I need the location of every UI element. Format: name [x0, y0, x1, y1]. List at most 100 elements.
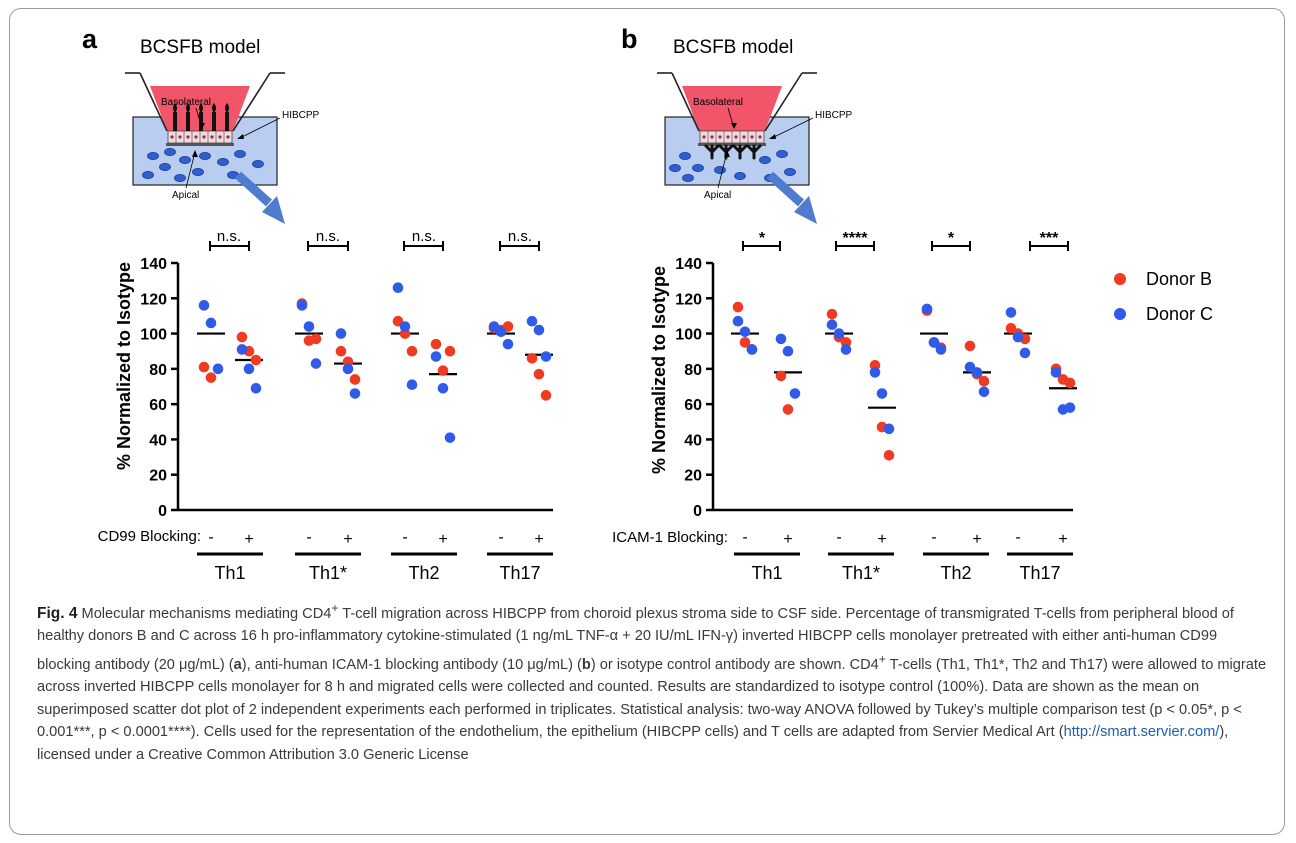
data-point: [236, 331, 248, 343]
condition-plus: +: [783, 531, 792, 548]
data-point: [243, 363, 255, 375]
data-point: [775, 333, 787, 345]
condition-row: - + - + - + - + Th1 Th1* Th2 Th17: [734, 529, 1073, 583]
flow-arrow: [234, 171, 285, 224]
panel-a: a BCSFB model: [82, 24, 553, 583]
scatter-chart-b: 0 20 40 60 80 100 120 140: [675, 256, 1077, 520]
legend-label-donor-c: Donor C: [1146, 304, 1213, 324]
data-point: [526, 315, 538, 327]
significance-label: ***: [1040, 230, 1059, 247]
data-point: [883, 450, 895, 461]
icam1-molecules: [704, 144, 762, 160]
blocking-label: ICAM-1 Blocking:: [612, 529, 728, 546]
condition-plus: +: [877, 531, 886, 548]
condition-minus: -: [402, 529, 407, 546]
y-tick-label: 0: [693, 503, 702, 520]
legend-marker-donor-b: [1114, 273, 1126, 285]
data-point: [310, 333, 322, 345]
figure-frame: [9, 8, 1285, 835]
data-point: [921, 303, 933, 315]
condition-row: - + - + - + - + Th1 Th1* Th2 Th17: [197, 529, 553, 583]
y-tick-label: 120: [675, 291, 702, 308]
y-tick-label: 140: [140, 256, 167, 273]
data-point: [978, 386, 990, 398]
data-point: [437, 365, 449, 376]
data-point: [964, 340, 976, 352]
data-point: [526, 352, 538, 364]
significance-label: n.s.: [508, 228, 532, 245]
caption-text: ), anti-human ICAM-1 blocking antibody (…: [241, 656, 582, 673]
data-point: [789, 388, 801, 399]
caption-superscript: +: [878, 651, 886, 666]
condition-plus: +: [972, 531, 981, 548]
caption-text: Molecular mechanisms mediating CD4: [77, 605, 332, 622]
caption-fig-label: Fig. 4: [37, 604, 78, 622]
y-axis-label: % Normalized to Isotype: [649, 266, 669, 474]
condition-minus: -: [1015, 529, 1020, 546]
condition-minus: -: [306, 529, 311, 546]
figure-graphic: a BCSFB model: [82, 24, 1213, 583]
y-tick-label: 60: [149, 397, 167, 414]
data-point: [198, 300, 210, 311]
caption-superscript: +: [331, 601, 339, 615]
caption-panel-ref-a: a: [233, 656, 242, 673]
servier-link[interactable]: http://smart.servier.com/: [1063, 724, 1220, 741]
significance-label: n.s.: [412, 228, 436, 245]
bcsfb-schematic: Basolateral HIBCPP Apical: [657, 72, 853, 224]
data-point: [746, 344, 758, 355]
significance-label: *: [948, 230, 955, 247]
data-point: [1005, 307, 1017, 318]
data-point: [540, 390, 552, 401]
cd99-molecules: [173, 103, 229, 131]
data-point: [437, 382, 449, 394]
condition-plus: +: [244, 531, 253, 548]
panel-letter: a: [82, 24, 98, 54]
condition-minus: -: [208, 529, 213, 546]
data-point: [1019, 347, 1031, 359]
label-hibcpp: HIBCPP: [815, 110, 853, 121]
group-label: Th1*: [842, 563, 880, 583]
data-point: [775, 370, 787, 382]
data-point: [430, 338, 442, 350]
data-point: [826, 308, 838, 320]
data-point: [732, 301, 744, 313]
significance-label: n.s.: [217, 228, 241, 245]
data-point: [205, 317, 217, 329]
data-point: [1050, 367, 1062, 378]
condition-plus: +: [534, 531, 543, 548]
label-hibcpp: HIBCPP: [282, 110, 320, 121]
group-label: Th1: [214, 563, 245, 583]
y-tick-label: 20: [684, 468, 702, 485]
data-point: [732, 315, 744, 327]
data-point: [782, 345, 794, 357]
significance-label: n.s.: [316, 228, 340, 245]
group-label: Th17: [1019, 563, 1060, 583]
blocking-label: CD99 Blocking:: [98, 528, 201, 545]
data-point: [444, 345, 456, 357]
caption-text: ), licensed under a Creative Common Attr…: [37, 724, 1229, 763]
data-point: [502, 338, 514, 350]
data-point: [392, 282, 404, 294]
data-point: [833, 328, 845, 339]
group-label: Th1: [751, 563, 782, 583]
data-point: [205, 372, 217, 383]
data-point: [495, 326, 507, 338]
data-point: [533, 324, 545, 336]
data-point: [250, 354, 262, 366]
group-label: Th2: [408, 563, 439, 583]
panel-letter: b: [621, 24, 638, 54]
y-tick-label: 40: [684, 432, 702, 449]
caption-text: T-cell migration across HIBCPP from chor…: [37, 605, 1234, 673]
data-point: [349, 388, 361, 399]
data-point: [399, 321, 411, 332]
flow-arrow: [766, 171, 817, 224]
data-point: [310, 358, 322, 369]
legend-label-donor-b: Donor B: [1146, 269, 1212, 289]
data-point: [533, 368, 545, 380]
condition-minus: -: [742, 529, 747, 546]
data-point: [826, 319, 838, 331]
condition-minus: -: [836, 529, 841, 546]
y-tick-label: 100: [675, 327, 702, 344]
data-point: [840, 344, 852, 355]
legend-marker-donor-c: [1114, 308, 1126, 320]
